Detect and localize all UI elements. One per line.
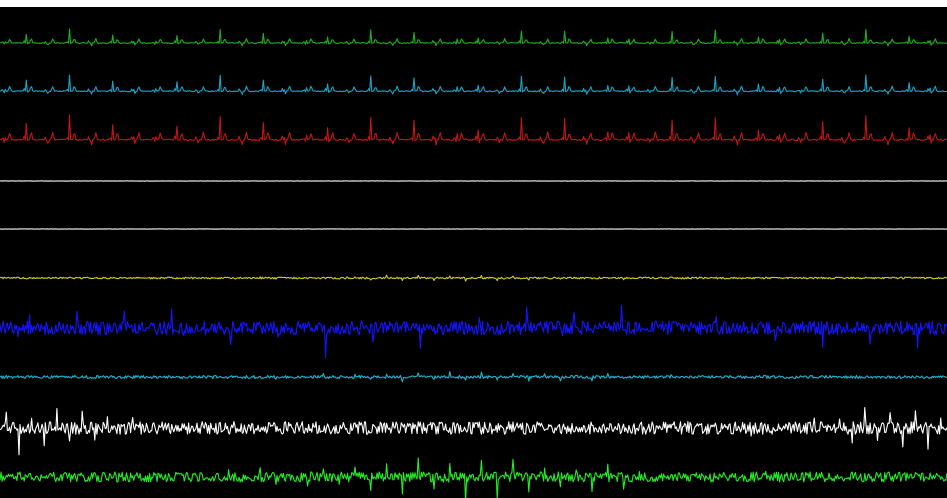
- trace-3: [0, 114, 947, 146]
- signal-traces-plot: [0, 7, 947, 498]
- trace-2: [0, 74, 947, 96]
- trace-group: [0, 28, 947, 498]
- trace-8: [0, 371, 947, 383]
- trace-9: [0, 407, 947, 456]
- trace-1: [0, 28, 947, 47]
- trace-6: [0, 274, 947, 282]
- plot-background: [0, 7, 947, 498]
- trace-10: [0, 457, 947, 498]
- trace-7: [0, 304, 947, 359]
